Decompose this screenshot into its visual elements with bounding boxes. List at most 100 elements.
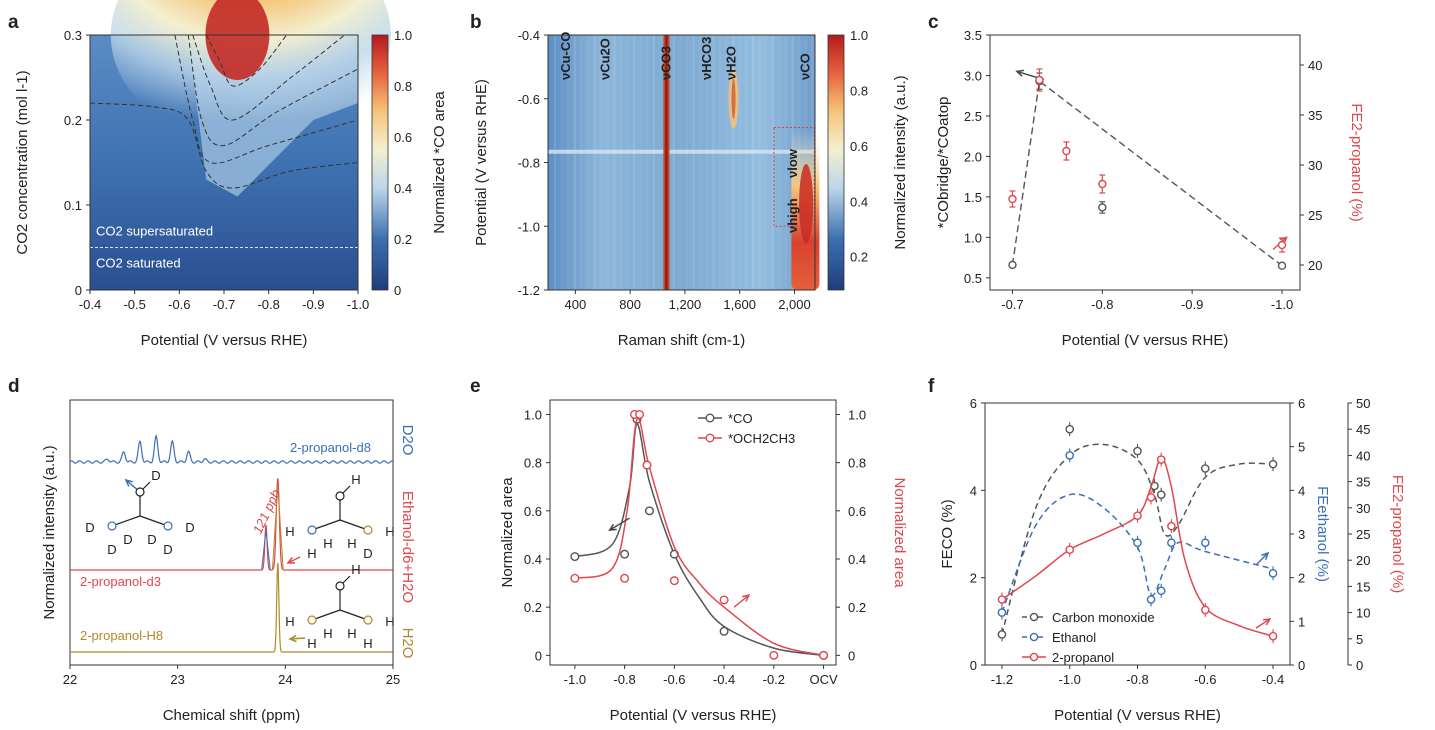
panel-b-band-label: νCu2O: [598, 38, 613, 80]
panel-d-molecule-d8-carbon-left: [107, 521, 117, 531]
panel-d-molecule-d3-bond: [311, 519, 341, 531]
panel-d-molecule-h8-atom: H: [363, 636, 372, 651]
panel-a-ytick-label: 0: [75, 283, 82, 298]
panel-f-xtick-label: -1.2: [991, 672, 1013, 687]
panel-b-stripe: [606, 35, 609, 290]
panel-d-trace-1-blue-peak: [261, 529, 271, 571]
panel-e-arrow-left: [609, 517, 630, 531]
panel-b-band-label: νCO3: [658, 46, 673, 80]
panel-b-stripe: [785, 35, 787, 290]
panel-f-point-0: [1156, 490, 1166, 500]
panel-e-point-1: [769, 650, 779, 660]
panel-f-ytick-2-label: 1: [1298, 614, 1305, 629]
panel-f-ytick-3-label: 45: [1356, 422, 1370, 437]
panel-f-point-2: [1065, 545, 1075, 555]
panel-c-ytick-left-label: 1.0: [964, 230, 982, 245]
panel-f-xtick-label: -0.6: [1194, 672, 1216, 687]
panel-f-point-2: [1133, 511, 1142, 520]
panel-e-xtick-label: -0.8: [613, 672, 635, 687]
panel-d-molecule-d8-atom: D: [123, 532, 132, 547]
panel-f-ytick-2-label: 3: [1298, 527, 1305, 542]
panel-label-b: b: [470, 12, 482, 33]
panel-c-point-0: [1098, 203, 1107, 212]
panel-a-contour-0: [205, 34, 287, 87]
panel-f-point-2: [1156, 455, 1166, 464]
panel-b-colorbar: [827, 34, 845, 291]
panel-b-stripe: [672, 35, 675, 290]
panel-d-molecule-d8-atom: D: [85, 520, 94, 535]
panel-f-point-1: [1200, 538, 1210, 548]
panel-f-ytick-2-label: 4: [1298, 483, 1305, 498]
panel-b-band-label: νCO: [797, 53, 812, 80]
panel-e-legend-marker: [705, 433, 715, 443]
panel-d-arrow-gold-head: [288, 634, 297, 643]
panel-f-arrow-blue: [1255, 552, 1269, 566]
panel-c-xtick-label: -1.0: [1271, 297, 1293, 312]
panel-d-molecule-d8-atom: D: [147, 532, 156, 547]
panel-b-xtick-label: 800: [619, 297, 641, 312]
panel-b-inset-box: [773, 126, 815, 227]
panel-f-ytick-2-label: 0: [1298, 658, 1305, 673]
panel-d-trace-label-0: 2-propanol-d8: [290, 440, 371, 455]
panel-e-frame: [549, 399, 837, 666]
panel-f-xtick-label: -0.4: [1262, 672, 1284, 687]
panel-e-ytick-left-label: 0.4: [524, 552, 542, 567]
panel-b-colorbar-label: Normalized intensity (a.u.): [892, 75, 909, 249]
panel-d-molecule-h8-atom: H: [347, 626, 356, 641]
panel-c-trendline: [1011, 79, 1283, 267]
panel-b-stripe: [639, 35, 642, 290]
panel-f-curve-0: [1001, 443, 1274, 635]
panel-c-point-1: [1277, 240, 1287, 250]
panel-d-xtick-label: 25: [386, 672, 400, 687]
panel-c-ytick-right-label: 25: [1308, 208, 1322, 223]
panel-a-xtick-label: -0.6: [168, 297, 190, 312]
panel-b-ytick-label: -1.2: [518, 283, 540, 298]
panel-label-e: e: [470, 376, 481, 397]
panel-b-band-co-core: [799, 163, 814, 244]
panel-d-arrow-gold: [289, 637, 306, 640]
panel-b-stripe: [686, 35, 688, 290]
panel-b-stripe: [554, 35, 556, 290]
panel-b-colorbar-tick: 0.8: [850, 83, 868, 98]
panel-b-stripe: [778, 35, 781, 290]
panel-f-point-0: [1065, 424, 1075, 434]
panel-b-stripe: [659, 35, 662, 290]
panel-c-ytick-right-label: 20: [1308, 258, 1322, 273]
panel-e-ytick-left-label: 0.8: [524, 456, 542, 471]
panel-d-trace-0: [69, 434, 394, 464]
panel-c-xlabel: Potential (V versus RHE): [1062, 332, 1229, 349]
panel-e-xtick-label: -0.2: [763, 672, 785, 687]
panel-d-solvent-0: D2O: [399, 425, 416, 456]
panel-e-ytick-left-label: 0: [535, 648, 542, 663]
panel-c-ytick-left-label: 0.5: [964, 271, 982, 286]
panel-f-arrow-red: [1255, 618, 1271, 629]
panel-label-d: d: [8, 376, 20, 397]
panel-f-xlabel: Potential (V versus RHE): [1054, 707, 1221, 724]
panel-d-trace-1: [70, 478, 393, 571]
panel-b-stripe: [560, 35, 563, 290]
panel-f-point-2: [997, 595, 1007, 604]
panel-d-frame: [69, 399, 394, 666]
panel-b-transition-band: [548, 149, 815, 154]
panel-b-stripe: [593, 35, 596, 290]
panel-a-contour-4: [89, 102, 359, 189]
panel-b-background: [548, 35, 815, 290]
panel-b-stripe: [613, 35, 616, 290]
panel-b-band-label: νH2O: [723, 46, 738, 80]
panel-a-xtick-label: -0.7: [213, 297, 235, 312]
panel-f-ytick-1-label: 4: [970, 483, 977, 498]
panel-e-legend-marker: [705, 413, 715, 423]
panel-e-point-0: [620, 549, 630, 559]
panel-d-molecule-h8-carbon-right: [363, 615, 373, 625]
panel-d-trace-label-1: 2-propanol-d3: [80, 574, 161, 589]
panel-f-ytick-3-label: 35: [1356, 475, 1370, 490]
panel-a-xtick-label: -0.4: [79, 297, 101, 312]
panel-e-ytick-right-label: 0.2: [848, 600, 866, 615]
panel-f-point-2: [1268, 631, 1278, 641]
panel-b-stripe: [600, 35, 603, 290]
panel-d-arrow-red: [287, 556, 301, 564]
panel-b-stripe: [752, 35, 754, 290]
panel-b-ylabel: Potential (V versus RHE): [473, 79, 490, 246]
panel-e-ytick-right-label: 0.4: [848, 552, 866, 567]
